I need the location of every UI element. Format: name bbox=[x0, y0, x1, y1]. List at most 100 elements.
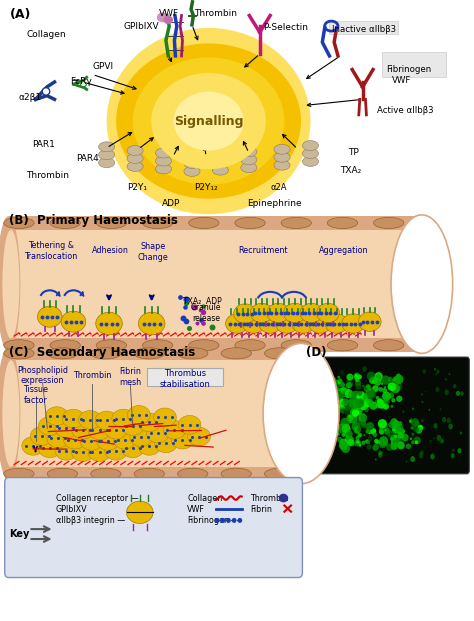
Ellipse shape bbox=[378, 452, 383, 458]
Ellipse shape bbox=[347, 394, 351, 397]
Ellipse shape bbox=[184, 166, 200, 176]
Ellipse shape bbox=[354, 426, 361, 433]
Ellipse shape bbox=[358, 413, 367, 422]
Ellipse shape bbox=[99, 158, 115, 168]
Ellipse shape bbox=[376, 373, 381, 378]
Ellipse shape bbox=[365, 401, 369, 405]
Ellipse shape bbox=[373, 432, 377, 437]
Ellipse shape bbox=[357, 374, 362, 379]
Ellipse shape bbox=[407, 445, 408, 446]
Ellipse shape bbox=[241, 155, 257, 165]
Ellipse shape bbox=[382, 451, 383, 453]
Text: P2Y₁₂: P2Y₁₂ bbox=[194, 183, 218, 192]
Text: Collagen: Collagen bbox=[26, 30, 66, 39]
Ellipse shape bbox=[351, 442, 355, 446]
Ellipse shape bbox=[372, 385, 379, 392]
Ellipse shape bbox=[334, 404, 338, 408]
Ellipse shape bbox=[323, 406, 325, 407]
Ellipse shape bbox=[377, 399, 383, 405]
Ellipse shape bbox=[279, 494, 288, 502]
Ellipse shape bbox=[155, 164, 172, 174]
Ellipse shape bbox=[347, 400, 351, 404]
Ellipse shape bbox=[328, 414, 330, 417]
Ellipse shape bbox=[383, 399, 390, 405]
Ellipse shape bbox=[417, 425, 423, 431]
Ellipse shape bbox=[342, 399, 349, 406]
Ellipse shape bbox=[452, 448, 455, 452]
Ellipse shape bbox=[337, 378, 343, 384]
Ellipse shape bbox=[96, 217, 127, 229]
Ellipse shape bbox=[369, 432, 371, 434]
Ellipse shape bbox=[377, 400, 386, 409]
Ellipse shape bbox=[346, 414, 354, 422]
Ellipse shape bbox=[365, 439, 370, 444]
Ellipse shape bbox=[439, 408, 441, 410]
Ellipse shape bbox=[91, 348, 121, 359]
Ellipse shape bbox=[79, 410, 101, 429]
Ellipse shape bbox=[121, 439, 144, 458]
Ellipse shape bbox=[399, 428, 405, 435]
Ellipse shape bbox=[363, 404, 367, 407]
Ellipse shape bbox=[339, 387, 348, 397]
Bar bbox=[382, 52, 446, 77]
Ellipse shape bbox=[355, 380, 361, 386]
Ellipse shape bbox=[138, 437, 161, 455]
Text: αIIbβ3 integrin —: αIIbβ3 integrin — bbox=[56, 516, 125, 525]
Ellipse shape bbox=[337, 437, 342, 443]
Ellipse shape bbox=[146, 424, 169, 443]
Text: Signalling: Signalling bbox=[174, 115, 243, 127]
Text: TP: TP bbox=[348, 148, 359, 156]
Ellipse shape bbox=[421, 393, 423, 396]
Ellipse shape bbox=[274, 144, 290, 154]
Ellipse shape bbox=[335, 381, 339, 384]
Ellipse shape bbox=[387, 394, 390, 397]
Text: Thrombin: Thrombin bbox=[26, 171, 69, 179]
Ellipse shape bbox=[352, 414, 356, 419]
Ellipse shape bbox=[436, 373, 437, 375]
Ellipse shape bbox=[382, 388, 387, 393]
Ellipse shape bbox=[335, 386, 339, 391]
Ellipse shape bbox=[374, 340, 404, 351]
Ellipse shape bbox=[384, 429, 387, 432]
Ellipse shape bbox=[335, 407, 341, 414]
Ellipse shape bbox=[415, 440, 418, 444]
Ellipse shape bbox=[345, 391, 349, 395]
Ellipse shape bbox=[379, 439, 387, 448]
Ellipse shape bbox=[392, 398, 395, 402]
Ellipse shape bbox=[336, 388, 344, 396]
Ellipse shape bbox=[373, 443, 379, 450]
Ellipse shape bbox=[374, 378, 382, 386]
Ellipse shape bbox=[435, 387, 439, 392]
Ellipse shape bbox=[155, 156, 172, 166]
Text: TXA₂  ADP: TXA₂ ADP bbox=[183, 297, 222, 306]
Ellipse shape bbox=[369, 376, 376, 384]
Ellipse shape bbox=[354, 401, 359, 406]
Ellipse shape bbox=[340, 383, 345, 388]
Ellipse shape bbox=[237, 518, 242, 523]
Ellipse shape bbox=[434, 423, 438, 428]
Ellipse shape bbox=[372, 378, 378, 384]
Ellipse shape bbox=[226, 314, 248, 333]
Ellipse shape bbox=[121, 417, 144, 435]
Ellipse shape bbox=[419, 452, 423, 458]
Ellipse shape bbox=[402, 410, 404, 413]
Text: VWF: VWF bbox=[159, 9, 179, 18]
Ellipse shape bbox=[338, 394, 343, 399]
Ellipse shape bbox=[330, 404, 337, 411]
Ellipse shape bbox=[340, 418, 349, 427]
Ellipse shape bbox=[359, 399, 364, 404]
Ellipse shape bbox=[226, 518, 231, 523]
Ellipse shape bbox=[275, 314, 298, 333]
Ellipse shape bbox=[391, 442, 398, 450]
Ellipse shape bbox=[365, 388, 374, 398]
Ellipse shape bbox=[411, 418, 419, 427]
Text: P-Selectin: P-Selectin bbox=[263, 24, 308, 32]
Ellipse shape bbox=[341, 381, 344, 384]
Ellipse shape bbox=[393, 376, 398, 381]
Ellipse shape bbox=[327, 391, 336, 401]
Ellipse shape bbox=[346, 435, 348, 437]
Ellipse shape bbox=[105, 420, 128, 439]
Ellipse shape bbox=[366, 384, 370, 388]
Ellipse shape bbox=[355, 377, 360, 382]
Ellipse shape bbox=[130, 428, 153, 446]
